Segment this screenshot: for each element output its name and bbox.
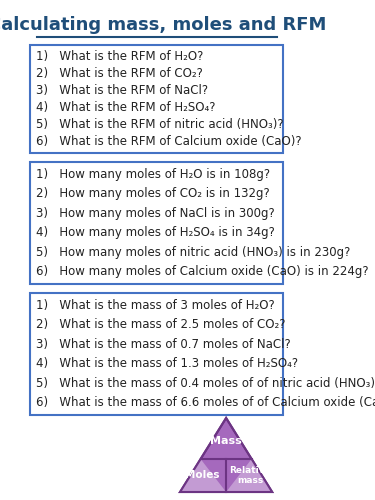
Text: Moles: Moles <box>185 470 219 480</box>
Text: 4)   What is the mass of 1.3 moles of H₂SO₄?: 4) What is the mass of 1.3 moles of H₂SO… <box>36 357 298 370</box>
Text: 3)   What is the mass of 0.7 moles of NaCl?: 3) What is the mass of 0.7 moles of NaCl… <box>36 338 290 351</box>
Text: Calculating mass, moles and RFM: Calculating mass, moles and RFM <box>0 16 326 34</box>
Text: 2)   What is the RFM of CO₂?: 2) What is the RFM of CO₂? <box>36 67 203 80</box>
Text: 1)   What is the RFM of H₂O?: 1) What is the RFM of H₂O? <box>36 50 203 62</box>
Text: Relative
mass: Relative mass <box>229 466 271 485</box>
Text: 6)   What is the RFM of Calcium oxide (CaO)?: 6) What is the RFM of Calcium oxide (CaO… <box>36 136 301 148</box>
Text: 3)   How many moles of NaCl is in 300g?: 3) How many moles of NaCl is in 300g? <box>36 207 274 220</box>
FancyBboxPatch shape <box>30 293 284 415</box>
Text: Mass: Mass <box>210 436 242 446</box>
Text: 3)   What is the RFM of NaCl?: 3) What is the RFM of NaCl? <box>36 84 208 97</box>
Text: 2)   How many moles of CO₂ is in 132g?: 2) How many moles of CO₂ is in 132g? <box>36 188 269 200</box>
Text: 4)   How many moles of H₂SO₄ is in 34g?: 4) How many moles of H₂SO₄ is in 34g? <box>36 226 274 239</box>
Text: 5)   How many moles of nitric acid (HNO₃) is in 230g?: 5) How many moles of nitric acid (HNO₃) … <box>36 246 350 258</box>
Text: 4)   What is the RFM of H₂SO₄?: 4) What is the RFM of H₂SO₄? <box>36 101 215 114</box>
Text: 5)   What is the mass of 0.4 moles of of nitric acid (HNO₃)?: 5) What is the mass of 0.4 moles of of n… <box>36 376 375 390</box>
FancyBboxPatch shape <box>30 45 284 153</box>
FancyBboxPatch shape <box>30 162 284 284</box>
Text: 1)   How many moles of H₂O is in 108g?: 1) How many moles of H₂O is in 108g? <box>36 168 270 181</box>
Text: 6)   How many moles of Calcium oxide (CaO) is in 224g?: 6) How many moles of Calcium oxide (CaO)… <box>36 265 368 278</box>
Polygon shape <box>180 459 226 492</box>
Text: 6)   What is the mass of 6.6 moles of of Calcium oxide (CaO)?: 6) What is the mass of 6.6 moles of of C… <box>36 396 375 409</box>
Text: 1)   What is the mass of 3 moles of H₂O?: 1) What is the mass of 3 moles of H₂O? <box>36 299 274 312</box>
Polygon shape <box>226 459 272 492</box>
Text: 2)   What is the mass of 2.5 moles of CO₂?: 2) What is the mass of 2.5 moles of CO₂? <box>36 318 285 332</box>
Polygon shape <box>180 418 272 492</box>
Text: 5)   What is the RFM of nitric acid (HNO₃)?: 5) What is the RFM of nitric acid (HNO₃)… <box>36 118 283 131</box>
